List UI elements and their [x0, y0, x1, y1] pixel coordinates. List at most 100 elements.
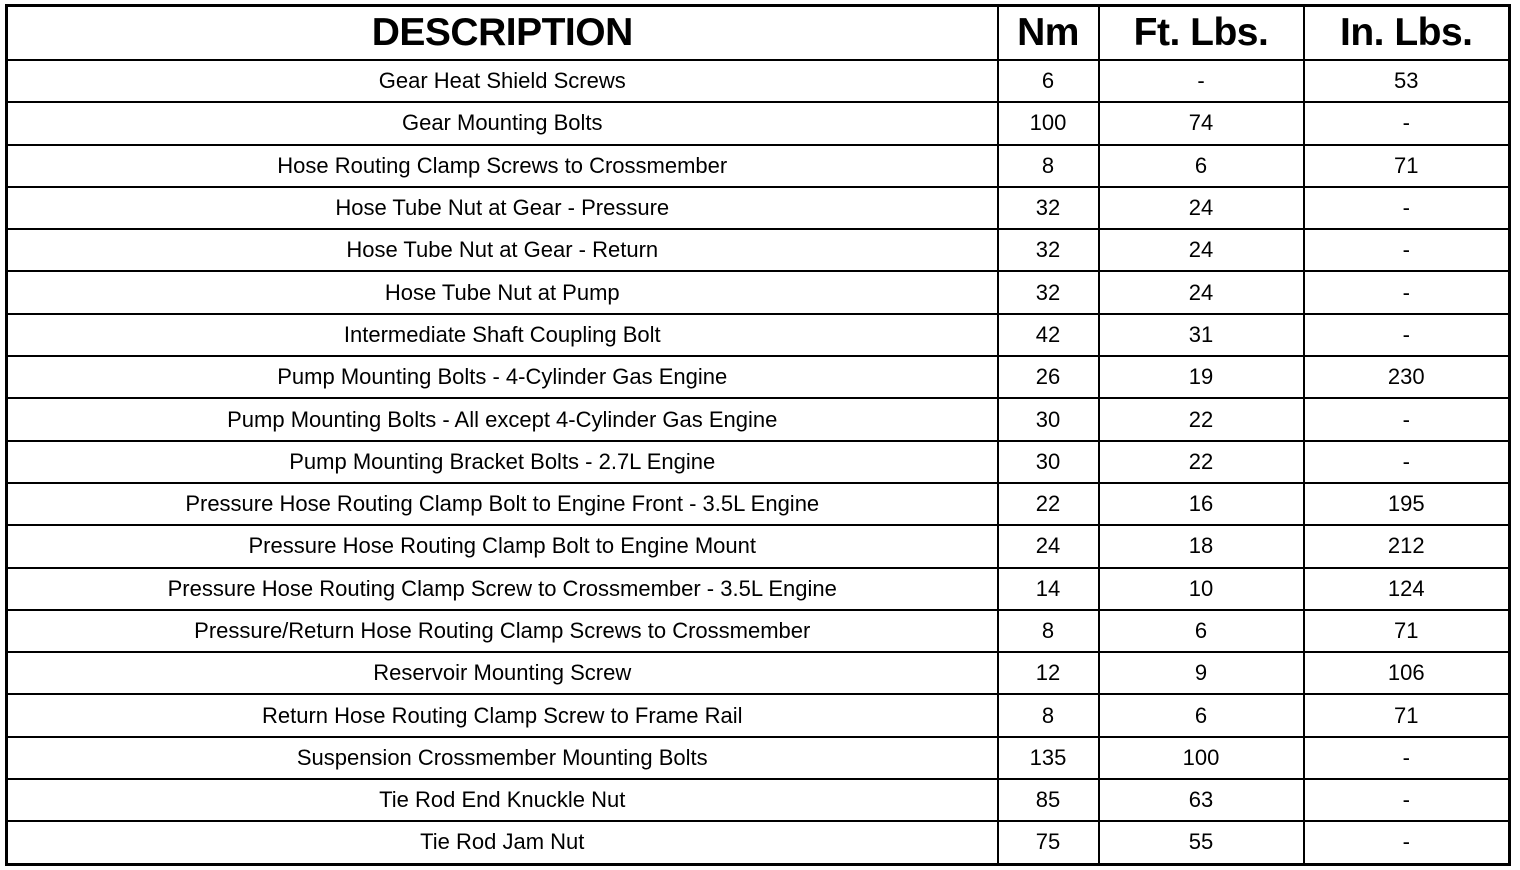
cell-ft-lbs: 100 — [1097, 735, 1305, 781]
cell-description: Hose Tube Nut at Pump — [5, 270, 999, 315]
table-row: Hose Tube Nut at Gear - Pressure 32 24- — [5, 185, 1511, 231]
header-ft-lbs: Ft. Lbs. — [1097, 4, 1305, 61]
table-row: Reservoir Mounting Screw 12 9 106 — [5, 651, 1511, 696]
cell-in-lbs: - — [1302, 101, 1511, 146]
table-row: Hose Routing Clamp Screws to Crossmember… — [5, 143, 1511, 188]
table-row: Pump Mounting Bracket Bolts - 2.7L Engin… — [5, 439, 1511, 484]
cell-ft-lbs: 10 — [1097, 566, 1305, 611]
cell-in-lbs: - — [1302, 312, 1511, 358]
cell-nm: 22 — [996, 481, 1100, 527]
cell-nm: 100 — [996, 101, 1100, 146]
cell-ft-lbs: 31 — [1097, 312, 1305, 358]
cell-description: Tie Rod End Knuckle Nut — [5, 778, 999, 823]
cell-in-lbs: - — [1302, 270, 1511, 315]
cell-nm: 32 — [996, 270, 1100, 315]
cell-nm: 8 — [996, 693, 1100, 738]
torque-specifications-table: DESCRIPTION Nm Ft. Lbs. In. Lbs. Gear He… — [5, 4, 1511, 866]
cell-nm: 30 — [996, 397, 1100, 442]
cell-nm: 75 — [996, 820, 1100, 866]
cell-description: Pressure Hose Routing Clamp Bolt to Engi… — [5, 481, 999, 527]
cell-description: Pressure Hose Routing Clamp Screw to Cro… — [5, 566, 999, 611]
table-row: Suspension Crossmember Mounting Bolts 135… — [5, 735, 1511, 781]
cell-description: Pressure/Return Hose Routing Clamp Screw… — [5, 608, 999, 654]
table-row: Pump Mounting Bolts - All except 4-Cylin… — [5, 397, 1511, 442]
cell-nm: 85 — [996, 778, 1100, 823]
table-row: Hose Tube Nut at Gear - Return 32 24- — [5, 228, 1511, 273]
cell-ft-lbs: 6 — [1097, 608, 1305, 654]
cell-nm: 24 — [996, 524, 1100, 569]
cell-ft-lbs: 24 — [1097, 228, 1305, 273]
cell-in-lbs: - — [1302, 439, 1511, 484]
cell-description: Return Hose Routing Clamp Screw to Frame… — [5, 693, 999, 738]
table-row: Tie Rod Jam Nut 75 55- — [5, 820, 1511, 866]
cell-description: Hose Tube Nut at Gear - Pressure — [5, 185, 999, 231]
cell-in-lbs: 195 — [1302, 481, 1511, 527]
cell-in-lbs: 106 — [1302, 651, 1511, 696]
cell-nm: 26 — [996, 355, 1100, 400]
cell-description: Hose Routing Clamp Screws to Crossmember — [5, 143, 999, 188]
cell-in-lbs: 71 — [1302, 693, 1511, 738]
header-row: DESCRIPTION Nm Ft. Lbs. In. Lbs. — [5, 4, 1511, 61]
table-row: Tie Rod End Knuckle Nut 85 63- — [5, 778, 1511, 823]
cell-in-lbs: - — [1302, 778, 1511, 823]
cell-description: Pump Mounting Bracket Bolts - 2.7L Engin… — [5, 439, 999, 484]
cell-nm: 8 — [996, 143, 1100, 188]
cell-ft-lbs: 6 — [1097, 693, 1305, 738]
cell-ft-lbs: 74 — [1097, 101, 1305, 146]
table-row: Pressure/Return Hose Routing Clamp Screw… — [5, 608, 1511, 654]
cell-ft-lbs: 22 — [1097, 397, 1305, 442]
cell-description: Tie Rod Jam Nut — [5, 820, 999, 866]
cell-description: Hose Tube Nut at Gear - Return — [5, 228, 999, 273]
cell-in-lbs: 71 — [1302, 143, 1511, 188]
cell-ft-lbs: 9 — [1097, 651, 1305, 696]
cell-ft-lbs: 19 — [1097, 355, 1305, 400]
cell-nm: 12 — [996, 651, 1100, 696]
cell-nm: 6 — [996, 58, 1100, 104]
cell-ft-lbs: 24 — [1097, 270, 1305, 315]
cell-description: Gear Mounting Bolts — [5, 101, 999, 146]
cell-ft-lbs: 55 — [1097, 820, 1305, 866]
table-row: Hose Tube Nut at Pump 32 24- — [5, 270, 1511, 315]
cell-nm: 42 — [996, 312, 1100, 358]
cell-nm: 14 — [996, 566, 1100, 611]
cell-in-lbs: - — [1302, 735, 1511, 781]
table-row: Pressure Hose Routing Clamp Screw to Cro… — [5, 566, 1511, 611]
cell-ft-lbs: 18 — [1097, 524, 1305, 569]
cell-nm: 30 — [996, 439, 1100, 484]
cell-description: Pressure Hose Routing Clamp Bolt to Engi… — [5, 524, 999, 569]
cell-ft-lbs: - — [1097, 58, 1305, 104]
header-in-lbs: In. Lbs. — [1302, 4, 1511, 61]
cell-ft-lbs: 16 — [1097, 481, 1305, 527]
cell-description: Suspension Crossmember Mounting Bolts — [5, 735, 999, 781]
cell-nm: 8 — [996, 608, 1100, 654]
cell-in-lbs: 53 — [1302, 58, 1511, 104]
cell-ft-lbs: 63 — [1097, 778, 1305, 823]
cell-in-lbs: 230 — [1302, 355, 1511, 400]
cell-ft-lbs: 22 — [1097, 439, 1305, 484]
cell-description: Pump Mounting Bolts - 4-Cylinder Gas Eng… — [5, 355, 999, 400]
cell-description: Intermediate Shaft Coupling Bolt — [5, 312, 999, 358]
table-row: Pressure Hose Routing Clamp Bolt to Engi… — [5, 481, 1511, 527]
cell-ft-lbs: 24 — [1097, 185, 1305, 231]
table-row: Pressure Hose Routing Clamp Bolt to Engi… — [5, 524, 1511, 569]
cell-nm: 135 — [996, 735, 1100, 781]
table-row: Pump Mounting Bolts - 4-Cylinder Gas Eng… — [5, 355, 1511, 400]
table-row: Gear Heat Shield Screws 6-53 — [5, 58, 1511, 104]
header-description: DESCRIPTION — [5, 4, 999, 61]
table-row: Return Hose Routing Clamp Screw to Frame… — [5, 693, 1511, 738]
header-nm: Nm — [996, 4, 1100, 61]
cell-description: Pump Mounting Bolts - All except 4-Cylin… — [5, 397, 999, 442]
cell-in-lbs: 124 — [1302, 566, 1511, 611]
cell-in-lbs: - — [1302, 228, 1511, 273]
cell-in-lbs: - — [1302, 185, 1511, 231]
table-row: Intermediate Shaft Coupling Bolt 42 31- — [5, 312, 1511, 358]
cell-description: Gear Heat Shield Screws — [5, 58, 999, 104]
cell-in-lbs: - — [1302, 820, 1511, 866]
cell-nm: 32 — [996, 228, 1100, 273]
cell-in-lbs: 71 — [1302, 608, 1511, 654]
cell-ft-lbs: 6 — [1097, 143, 1305, 188]
cell-nm: 32 — [996, 185, 1100, 231]
cell-in-lbs: - — [1302, 397, 1511, 442]
cell-in-lbs: 212 — [1302, 524, 1511, 569]
table-row: Gear Mounting Bolts 100 74- — [5, 101, 1511, 146]
